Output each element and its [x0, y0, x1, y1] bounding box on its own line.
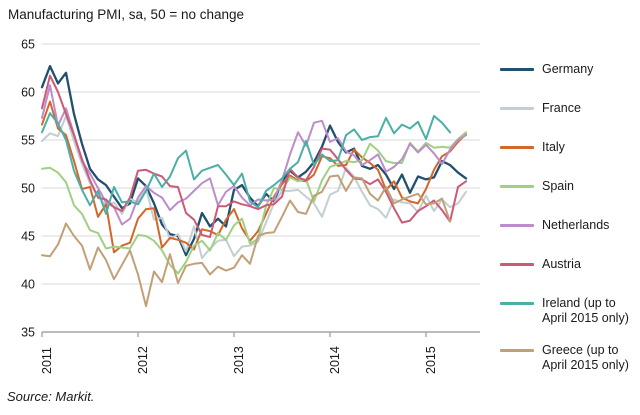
legend-item-italy: Italy: [500, 140, 636, 155]
legend-label-ireland: Ireland (up to April 2015 only): [542, 296, 629, 325]
y-tick-label: 45: [21, 230, 35, 244]
chart-title: Manufacturing PMI, sa, 50 = no change: [8, 7, 245, 22]
legend-item-greece: Greece (up to April 2015 only): [500, 343, 636, 373]
legend-item-germany: Germany: [500, 62, 636, 77]
series-line-ireland: [41, 112, 451, 215]
legend-label-italy: Italy: [542, 140, 565, 154]
legend-label-france: France: [542, 101, 581, 115]
series-line-austria: [41, 74, 467, 238]
y-tick-label: 35: [21, 326, 35, 340]
series-line-italy: [41, 100, 467, 254]
legend-swatch-germany: [500, 68, 534, 71]
chart-legend: Germany France Italy Spain Netherlands Austri…: [500, 62, 636, 390]
legend-item-austria: Austria: [500, 257, 636, 272]
legend-item-spain: Spain: [500, 179, 636, 194]
y-tick-label: 55: [21, 134, 35, 148]
series-line-spain: [41, 131, 467, 275]
y-tick-label: 40: [21, 278, 35, 292]
legend-item-netherlands: Netherlands: [500, 218, 636, 233]
x-tick-label: 2013: [232, 346, 246, 374]
legend-swatch-greece: [500, 349, 534, 352]
series-line-greece: [41, 174, 451, 308]
legend-item-france: France: [500, 101, 636, 116]
x-tick-label: 2011: [40, 347, 54, 374]
x-tick-label: 2014: [328, 346, 342, 374]
legend-label-germany: Germany: [542, 62, 594, 76]
y-tick-label: 65: [21, 38, 35, 52]
legend-swatch-spain: [500, 185, 534, 188]
y-tick-label: 50: [21, 182, 35, 196]
x-tick-label: 2015: [424, 346, 438, 374]
legend-label-greece: Greece (up to April 2015 only): [542, 343, 629, 372]
legend-swatch-italy: [500, 146, 534, 149]
legend-label-austria: Austria: [542, 257, 581, 271]
source-note: Source: Markit.: [7, 389, 95, 404]
x-tick-label: 2012: [136, 346, 150, 374]
y-tick-label: 60: [21, 86, 35, 100]
legend-label-spain: Spain: [542, 179, 574, 193]
legend-item-ireland: Ireland (up to April 2015 only): [500, 296, 636, 326]
legend-swatch-austria: [500, 263, 534, 266]
legend-swatch-netherlands: [500, 224, 534, 227]
legend-label-netherlands: Netherlands: [542, 218, 610, 232]
series-line-france: [41, 115, 467, 260]
legend-swatch-ireland: [500, 302, 534, 305]
legend-swatch-france: [500, 107, 534, 110]
